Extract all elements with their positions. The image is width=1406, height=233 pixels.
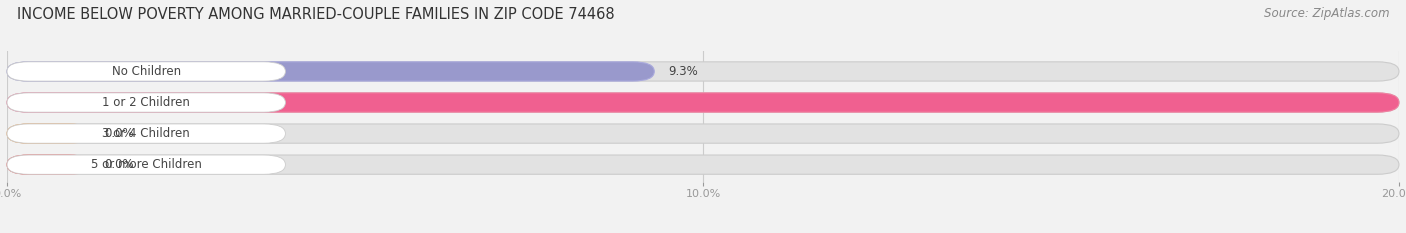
FancyBboxPatch shape: [7, 93, 285, 112]
Text: 0.0%: 0.0%: [104, 127, 134, 140]
FancyBboxPatch shape: [7, 62, 654, 81]
FancyBboxPatch shape: [7, 62, 285, 81]
FancyBboxPatch shape: [7, 124, 1399, 143]
Text: Source: ZipAtlas.com: Source: ZipAtlas.com: [1264, 7, 1389, 20]
Text: 9.3%: 9.3%: [668, 65, 697, 78]
Text: 1 or 2 Children: 1 or 2 Children: [103, 96, 190, 109]
FancyBboxPatch shape: [7, 155, 1399, 174]
FancyBboxPatch shape: [7, 62, 1399, 81]
Text: 0.0%: 0.0%: [104, 158, 134, 171]
Text: 3 or 4 Children: 3 or 4 Children: [103, 127, 190, 140]
Text: No Children: No Children: [111, 65, 181, 78]
FancyBboxPatch shape: [7, 93, 1399, 112]
FancyBboxPatch shape: [7, 124, 90, 143]
Text: INCOME BELOW POVERTY AMONG MARRIED-COUPLE FAMILIES IN ZIP CODE 74468: INCOME BELOW POVERTY AMONG MARRIED-COUPL…: [17, 7, 614, 22]
FancyBboxPatch shape: [7, 93, 1399, 112]
Text: 5 or more Children: 5 or more Children: [91, 158, 201, 171]
FancyBboxPatch shape: [7, 155, 285, 174]
FancyBboxPatch shape: [7, 124, 285, 143]
FancyBboxPatch shape: [7, 155, 90, 174]
